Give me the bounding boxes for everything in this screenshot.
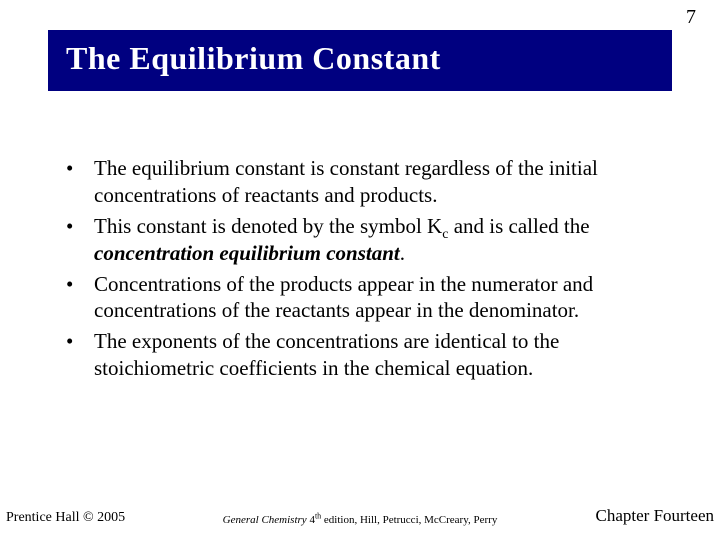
bullet-text-pre: This constant is denoted by the symbol K	[94, 214, 442, 238]
bullet-text-mid: and is called the	[448, 214, 589, 238]
bullet-text-emphasis: concentration equilibrium constant	[94, 241, 400, 265]
bullet-text: Concentrations of the products appear in…	[94, 272, 593, 323]
title-bar: The Equilibrium Constant	[48, 30, 672, 91]
bullet-item: This constant is denoted by the symbol K…	[66, 213, 660, 267]
bullet-list: The equilibrium constant is constant reg…	[66, 155, 660, 382]
page-number: 7	[686, 6, 696, 29]
bullet-item: The equilibrium constant is constant reg…	[66, 155, 660, 209]
bullet-text: The exponents of the concentrations are …	[94, 329, 559, 380]
footer-center-pre: 4	[307, 514, 315, 526]
slide: 7 The Equilibrium Constant The equilibri…	[0, 0, 720, 540]
bullet-item: Concentrations of the products appear in…	[66, 271, 660, 325]
content-area: The equilibrium constant is constant reg…	[66, 155, 660, 386]
footer-center-italic: General Chemistry	[223, 514, 307, 526]
bullet-text: The equilibrium constant is constant reg…	[94, 156, 598, 207]
footer-center-post: edition, Hill, Petrucci, McCreary, Perry	[321, 514, 497, 526]
slide-title: The Equilibrium Constant	[66, 40, 654, 77]
bullet-text-post: .	[400, 241, 405, 265]
footer-right: Chapter Fourteen	[596, 506, 715, 526]
bullet-item: The exponents of the concentrations are …	[66, 328, 660, 382]
